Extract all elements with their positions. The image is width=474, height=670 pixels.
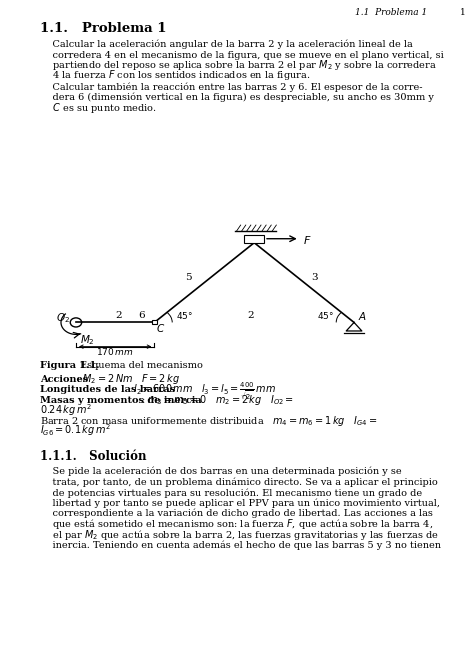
Text: $F$: $F$: [303, 234, 312, 246]
Bar: [152, 320, 157, 324]
Text: libertad y por tanto se puede aplicar el PPV para un único movimiento virtual,: libertad y por tanto se puede aplicar el…: [40, 498, 440, 508]
Text: trata, por tanto, de un problema dinámico directo. Se va a aplicar el principio: trata, por tanto, de un problema dinámic…: [40, 478, 438, 487]
Text: partiendo del reposo se aplica sobre la barra 2 el par $M_2$ y sobre la correder: partiendo del reposo se aplica sobre la …: [40, 58, 437, 72]
Text: Longitudes de las barras: Longitudes de las barras: [40, 385, 175, 395]
Text: inercia. Teniendo en cuenta además el hecho de que las barras 5 y 3 no tienen: inercia. Teniendo en cuenta además el he…: [40, 541, 441, 550]
Text: : $M_2 = 2\,Nm$   $F = 2\,kg$: : $M_2 = 2\,Nm$ $F = 2\,kg$: [76, 372, 180, 386]
Text: $0.24\,kg\,m^2$: $0.24\,kg\,m^2$: [40, 402, 92, 417]
Text: 1.1.1.   Solución: 1.1.1. Solución: [40, 450, 146, 464]
Text: dera 6 (dimensión vertical en la figura) es despreciable, su ancho es 30mm y: dera 6 (dimensión vertical en la figura)…: [40, 93, 434, 103]
Text: corredera 4 en el mecanismo de la figura, que se mueve en el plano vertical, si: corredera 4 en el mecanismo de la figura…: [40, 50, 444, 60]
Text: Calcular también la reacción entre las barras 2 y 6. El espesor de la corre-: Calcular también la reacción entre las b…: [40, 82, 422, 92]
Text: Calcular la aceleración angular de la barra 2 y la aceleración lineal de la: Calcular la aceleración angular de la ba…: [40, 40, 413, 49]
Text: $170\,mm$: $170\,mm$: [96, 346, 134, 356]
Text: de potencias virtuales para su resolución. El mecanismo tiene un grado de: de potencias virtuales para su resolució…: [40, 488, 422, 498]
Text: 2: 2: [116, 312, 122, 320]
Text: $C$ es su punto medio.: $C$ es su punto medio.: [40, 101, 157, 115]
Text: 3: 3: [311, 273, 318, 281]
Text: : $l_2 = 600\,mm$   $l_3 = l_5 = \frac{400}{\sqrt{2}}\,mm$: : $l_2 = 600\,mm$ $l_3 = l_5 = \frac{400…: [127, 380, 276, 402]
Text: Acciones: Acciones: [40, 375, 88, 384]
Bar: [245, 234, 264, 243]
Text: $M_2$: $M_2$: [80, 333, 94, 347]
Text: 6: 6: [138, 312, 145, 320]
Text: correspondiente a la variación de dicho grado de libertad. Las acciones a las: correspondiente a la variación de dicho …: [40, 509, 433, 519]
Text: Barra 2 con masa uniformemente distribuida   $m_4 = m_6 = 1\,kg$   $I_{G4} =$: Barra 2 con masa uniformemente distribui…: [40, 414, 377, 428]
Text: Esquema del mecanismo: Esquema del mecanismo: [80, 361, 203, 370]
Text: 1.1  Problema 1: 1.1 Problema 1: [355, 8, 427, 17]
Text: $45°$: $45°$: [176, 310, 193, 321]
Text: Masas y momentos de inercia: Masas y momentos de inercia: [40, 396, 202, 405]
Text: el par $M_2$ que actúa sobre la barra 2, las fuerzas gravitatorias y las fuerzas: el par $M_2$ que actúa sobre la barra 2,…: [40, 527, 439, 541]
Text: Se pide la aceleración de dos barras en una determinada posición y se: Se pide la aceleración de dos barras en …: [40, 467, 401, 476]
Text: $A$: $A$: [357, 310, 366, 322]
Text: $C$: $C$: [156, 322, 165, 334]
Text: : $m_3 = m_5 = 0$   $m_2 = 2\,kg$   $I_{O2} =$: : $m_3 = m_5 = 0$ $m_2 = 2\,kg$ $I_{O2} …: [141, 393, 294, 407]
Text: $I_{G6} = 0.1\,kg\,m^2$: $I_{G6} = 0.1\,kg\,m^2$: [40, 423, 111, 438]
Text: 1.1.   Problema 1: 1.1. Problema 1: [40, 22, 166, 35]
Text: $45°$: $45°$: [317, 310, 334, 321]
Text: Figura 1.1.: Figura 1.1.: [40, 361, 103, 370]
Text: que está sometido el mecanismo son: la fuerza $F$, que actúa sobre la barra 4,: que está sometido el mecanismo son: la f…: [40, 517, 433, 531]
Text: 1: 1: [460, 8, 466, 17]
Text: $O_2$: $O_2$: [56, 311, 70, 325]
Text: 2: 2: [247, 312, 254, 320]
Text: 5: 5: [185, 273, 191, 281]
Text: 4 la fuerza $F$ con los sentidos indicados en la figura.: 4 la fuerza $F$ con los sentidos indicad…: [40, 68, 310, 82]
